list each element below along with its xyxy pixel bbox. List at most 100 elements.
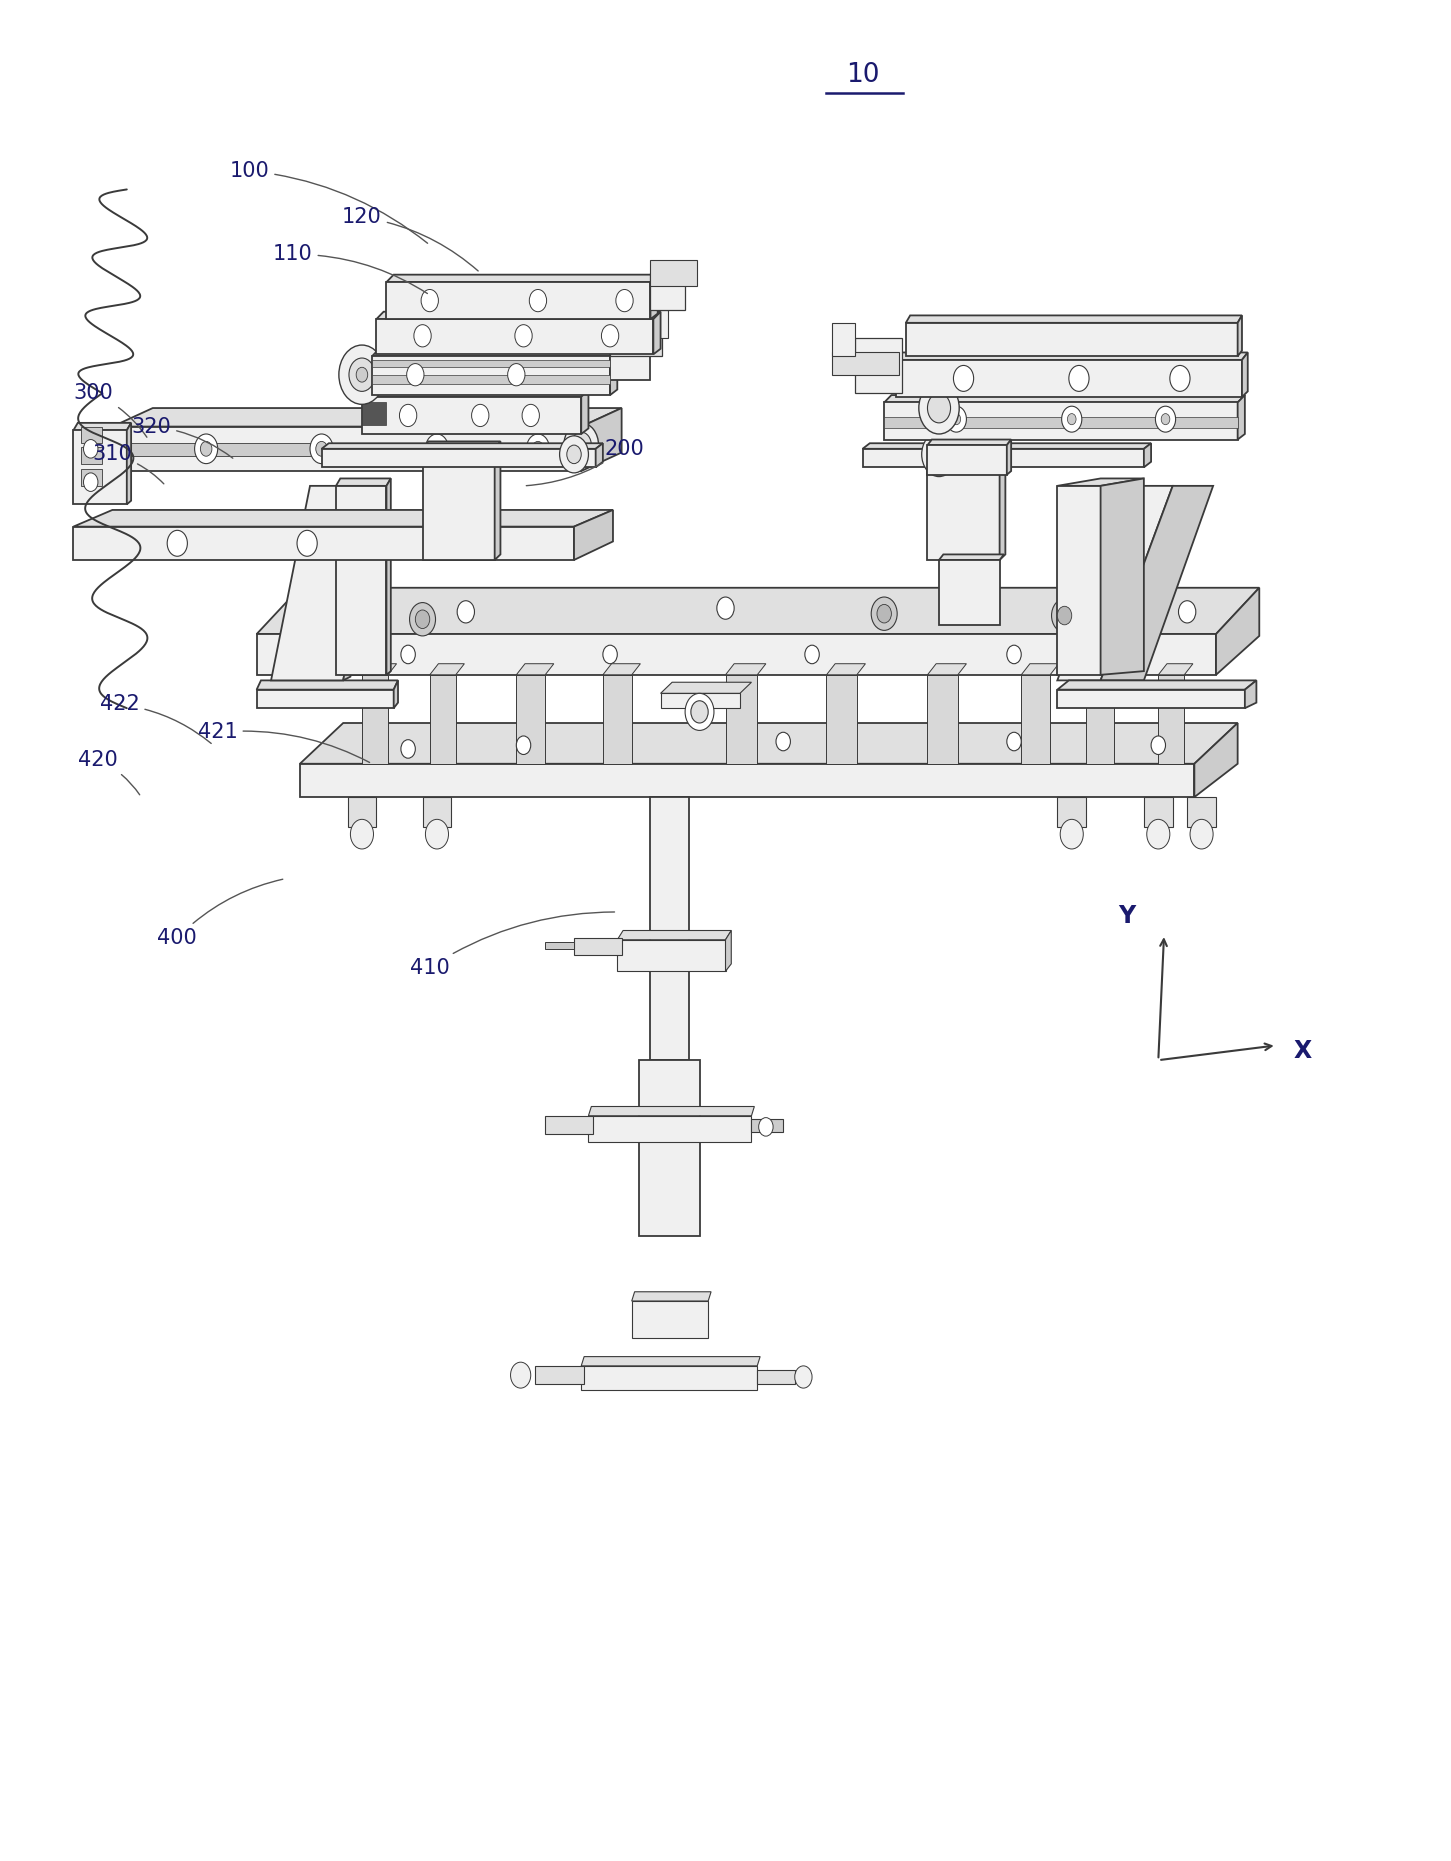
Circle shape	[406, 363, 424, 385]
Polygon shape	[112, 443, 582, 456]
Circle shape	[340, 344, 385, 404]
Polygon shape	[112, 408, 621, 426]
Circle shape	[409, 603, 435, 636]
Polygon shape	[602, 664, 640, 676]
Polygon shape	[344, 486, 386, 681]
Polygon shape	[361, 396, 582, 434]
Circle shape	[918, 382, 959, 434]
Polygon shape	[1101, 478, 1143, 676]
Polygon shape	[927, 664, 966, 676]
Polygon shape	[617, 940, 726, 971]
Circle shape	[805, 646, 820, 664]
Circle shape	[567, 445, 582, 463]
Polygon shape	[884, 417, 1238, 428]
Polygon shape	[74, 510, 612, 527]
Polygon shape	[827, 676, 856, 763]
Circle shape	[927, 393, 950, 422]
Circle shape	[717, 597, 734, 620]
Polygon shape	[322, 443, 602, 449]
Polygon shape	[609, 348, 617, 395]
Circle shape	[522, 404, 540, 426]
Circle shape	[530, 290, 547, 311]
Circle shape	[601, 324, 618, 346]
Polygon shape	[517, 676, 546, 763]
Polygon shape	[596, 443, 602, 467]
Circle shape	[921, 432, 956, 476]
Polygon shape	[1187, 797, 1216, 826]
Polygon shape	[422, 797, 451, 826]
Polygon shape	[1143, 797, 1172, 826]
Polygon shape	[927, 441, 1006, 449]
Polygon shape	[535, 1366, 585, 1385]
Circle shape	[200, 441, 212, 456]
Circle shape	[400, 739, 415, 757]
Circle shape	[953, 365, 974, 391]
Polygon shape	[386, 478, 390, 676]
Polygon shape	[81, 447, 102, 463]
Polygon shape	[1058, 486, 1172, 681]
Polygon shape	[638, 1061, 699, 1236]
Circle shape	[876, 605, 891, 623]
Polygon shape	[582, 1366, 757, 1390]
Polygon shape	[257, 588, 1259, 635]
Polygon shape	[927, 445, 1007, 475]
Text: 421: 421	[197, 722, 370, 763]
Polygon shape	[653, 311, 660, 354]
Circle shape	[508, 363, 525, 385]
Circle shape	[527, 434, 550, 463]
Polygon shape	[74, 527, 575, 560]
Polygon shape	[517, 664, 554, 676]
Circle shape	[685, 694, 714, 730]
Polygon shape	[855, 337, 901, 393]
Polygon shape	[361, 676, 387, 763]
Circle shape	[1146, 819, 1170, 849]
Text: 200: 200	[527, 439, 644, 486]
Polygon shape	[895, 352, 1248, 359]
Circle shape	[1007, 646, 1022, 664]
Circle shape	[350, 819, 373, 849]
Circle shape	[517, 735, 531, 754]
Polygon shape	[927, 676, 958, 763]
Circle shape	[355, 367, 367, 382]
Polygon shape	[752, 1120, 784, 1133]
Text: 400: 400	[157, 878, 283, 947]
Text: 120: 120	[342, 207, 479, 272]
Circle shape	[795, 1366, 813, 1388]
Polygon shape	[337, 486, 386, 676]
Polygon shape	[575, 938, 621, 955]
Circle shape	[515, 324, 533, 346]
Polygon shape	[126, 422, 131, 504]
Circle shape	[1161, 413, 1170, 424]
Polygon shape	[81, 426, 102, 443]
Circle shape	[1190, 819, 1213, 849]
Polygon shape	[589, 1117, 752, 1141]
Polygon shape	[582, 408, 621, 471]
Polygon shape	[895, 359, 1242, 396]
Polygon shape	[660, 694, 740, 709]
Polygon shape	[589, 1107, 755, 1117]
Polygon shape	[495, 441, 501, 560]
Polygon shape	[726, 930, 731, 971]
Circle shape	[1106, 601, 1123, 623]
Polygon shape	[322, 449, 596, 467]
Polygon shape	[1087, 676, 1113, 763]
Polygon shape	[1245, 681, 1257, 709]
Circle shape	[414, 324, 431, 346]
Polygon shape	[1022, 664, 1059, 676]
Polygon shape	[271, 486, 379, 681]
Circle shape	[363, 607, 380, 629]
Polygon shape	[371, 348, 617, 355]
Polygon shape	[361, 664, 396, 676]
Circle shape	[399, 404, 416, 426]
Polygon shape	[884, 402, 1238, 439]
Polygon shape	[884, 395, 1245, 402]
Polygon shape	[1087, 664, 1122, 676]
Polygon shape	[650, 261, 696, 287]
Polygon shape	[617, 930, 731, 940]
Polygon shape	[1058, 690, 1245, 709]
Polygon shape	[429, 664, 464, 676]
Circle shape	[427, 530, 447, 556]
Text: 110: 110	[273, 244, 428, 294]
Circle shape	[560, 435, 589, 473]
Polygon shape	[833, 322, 855, 355]
